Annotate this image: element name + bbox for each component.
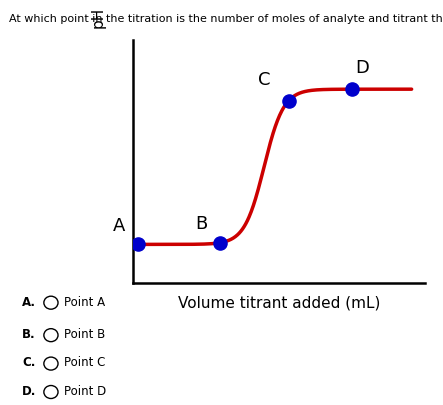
Text: D: D	[355, 59, 369, 77]
Point	[217, 240, 224, 246]
Text: Point B: Point B	[64, 327, 105, 340]
Text: Point D: Point D	[64, 384, 106, 397]
Text: A: A	[113, 216, 125, 234]
Text: C.: C.	[22, 356, 35, 369]
Text: At which point in the titration is the number of moles of analyte and titrant th: At which point in the titration is the n…	[9, 14, 443, 24]
Point	[285, 98, 292, 105]
Text: D.: D.	[22, 384, 36, 397]
Point	[348, 87, 355, 93]
X-axis label: Volume titrant added (mL): Volume titrant added (mL)	[178, 294, 380, 309]
Text: B: B	[195, 214, 207, 232]
Text: B.: B.	[22, 327, 36, 340]
Point	[135, 241, 142, 248]
Text: C: C	[258, 71, 270, 89]
Text: Point C: Point C	[64, 356, 105, 369]
Text: pH: pH	[90, 7, 105, 28]
Text: A.: A.	[22, 295, 36, 308]
Text: Point A: Point A	[64, 295, 105, 308]
